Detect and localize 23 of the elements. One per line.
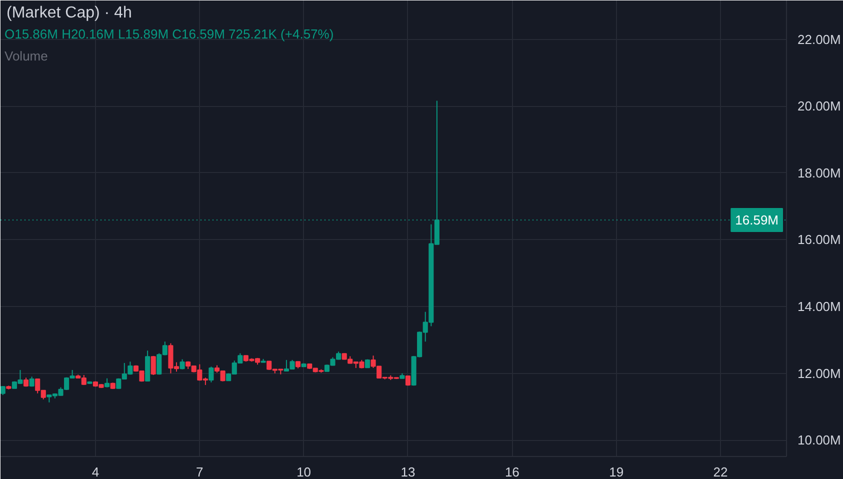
x-tick-label: 16 (504, 464, 520, 479)
y-tick-label: 12.00M (798, 366, 841, 381)
ref-line-label: 16.59M (735, 212, 779, 228)
y-tick-label: 10.00M (798, 432, 841, 448)
y-tick-label: 16.00M (798, 232, 841, 248)
annotation: Volume (4, 48, 48, 64)
candlestick (208, 366, 214, 383)
candlestick (180, 358, 185, 370)
x-tick-label: 19 (609, 464, 624, 479)
x-tick-label: 13 (400, 464, 416, 479)
y-tick-label: 14.00M (798, 299, 841, 314)
y-tick-label: 20.00M (798, 98, 841, 114)
x-tick-label: 7 (196, 464, 204, 479)
x-tick-label: 4 (92, 464, 100, 479)
y-tick-label: 18.00M (798, 165, 841, 180)
annotation: O15.86M H20.16M L15.89M C16.59M 725.21K (+4.57%) (4, 26, 334, 42)
x-tick-label: 22 (713, 464, 728, 479)
candlestick (150, 355, 156, 376)
candlestick (104, 378, 110, 388)
chart-title: (Market Cap) · 4h (6, 4, 132, 22)
candlestick (0, 386, 6, 396)
x-tick-label: 10 (296, 464, 312, 479)
y-tick-label: 22.00M (798, 32, 841, 47)
